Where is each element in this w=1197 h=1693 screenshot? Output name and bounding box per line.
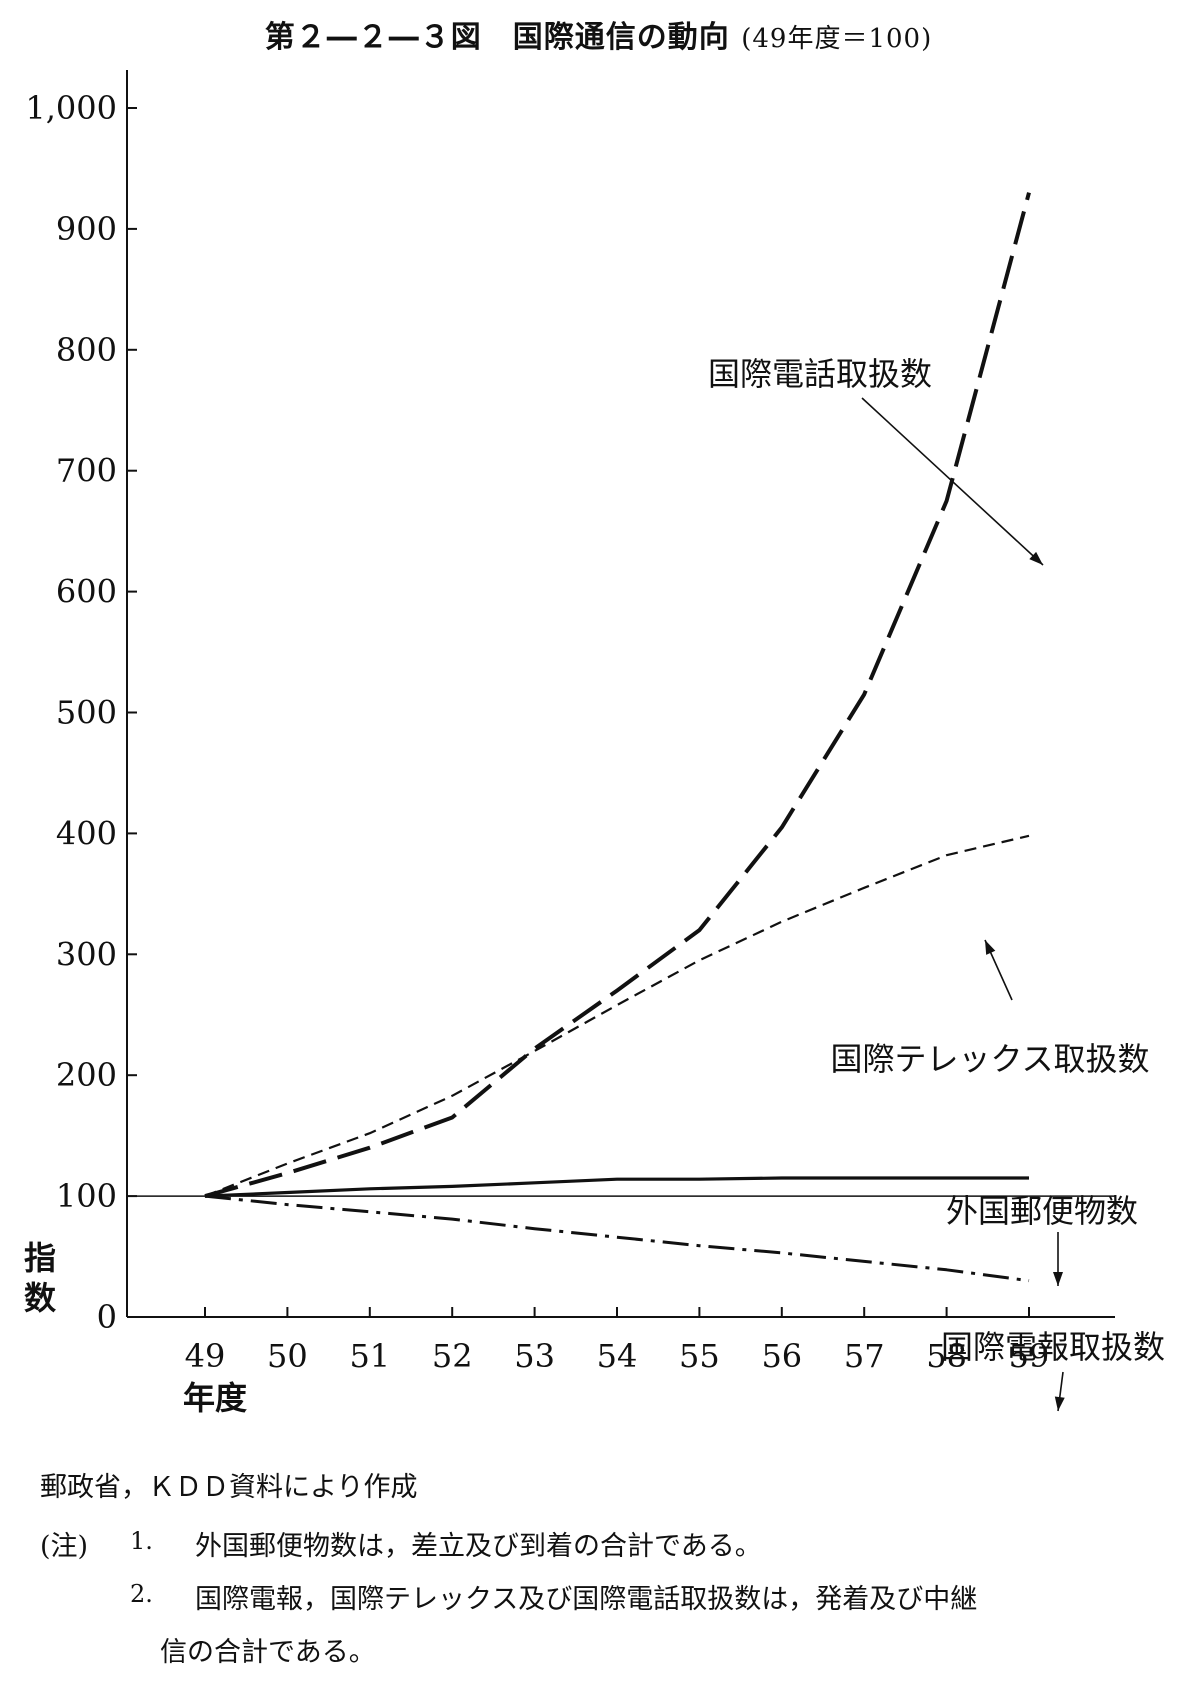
x-tick-label: 53 [514, 1337, 555, 1375]
y-tick-label: 700 [56, 452, 117, 490]
note-label: (注) [40, 1531, 89, 1562]
x-tick-label: 56 [761, 1337, 802, 1375]
x-tick-label: 49 [185, 1337, 226, 1375]
y-tick-label: 600 [56, 573, 117, 611]
series-line-4 [204, 1194, 1030, 1283]
note-2-text: 国際電報，国際テレックス及び国際電話取扱数は，発着及び中継 [195, 1584, 978, 1615]
x-tick-label: 54 [597, 1337, 638, 1375]
series-label-4: 国際電報取扱数 [941, 1328, 1165, 1366]
series-pointer-1 [861, 397, 1044, 566]
source-note: 郵政省，ＫＤＤ資料により作成 [40, 1472, 418, 1503]
chart-svg: 0 100 200 300 400 500 600 700 800 900 1,000 49 50 51 5… [24, 70, 1165, 1417]
x-tick-label: 58 [926, 1337, 967, 1375]
note-2-number: 2. [130, 1580, 153, 1608]
chart-title: 第２―２―３図 国際通信の動向 (49年度＝100) [0, 12, 1197, 56]
y-tick-label: 1,000 [25, 89, 117, 127]
series-line-2 [204, 834, 1030, 1198]
x-tick-label: 59 [1009, 1337, 1050, 1375]
chart-title-main: 第２―２―３図 国際通信の動向 [264, 20, 730, 55]
x-tick-label: 50 [267, 1337, 308, 1375]
note-2-text-cont: 信の合計である。 [160, 1637, 376, 1668]
x-tick-label: 51 [349, 1337, 390, 1375]
y-tick-label: 400 [56, 814, 117, 852]
series-pointer-arrowhead-4 [1054, 1396, 1065, 1411]
y-tick-label: 0 [97, 1298, 117, 1336]
note-1-text: 外国郵便物数は，差立及び到着の合計である。 [195, 1531, 762, 1562]
series-pointer-arrowhead-2 [985, 940, 996, 955]
series-label-1: 国際電話取扱数 [708, 355, 932, 393]
y-axis-label-char: 数 [24, 1279, 57, 1317]
x-tick-label: 57 [844, 1337, 885, 1375]
series-label-3: 外国郵便物数 [946, 1192, 1138, 1230]
y-tick-label: 800 [56, 331, 117, 369]
note-1-number: 1. [130, 1527, 153, 1555]
chart-title-paren: (49年度＝100) [741, 24, 933, 54]
series-pointer-arrowhead-3 [1053, 1272, 1063, 1286]
x-tick-label: 52 [432, 1337, 473, 1375]
y-tick-label: 300 [56, 935, 117, 973]
y-tick-label: 200 [56, 1056, 117, 1094]
series-pointer-arrowhead-1 [1029, 551, 1043, 565]
y-tick-label: 500 [56, 694, 117, 732]
y-tick-label: 100 [56, 1177, 117, 1215]
y-tick-label: 900 [56, 210, 117, 248]
series-line-3 [204, 1176, 1029, 1198]
x-tick-label: 55 [679, 1337, 720, 1375]
x-axis-label: 年度 [183, 1379, 247, 1417]
series-label-2: 国際テレックス取扱数 [830, 1040, 1149, 1078]
y-axis-label-char: 指 [24, 1239, 56, 1277]
series-line-1 [204, 192, 1031, 1199]
